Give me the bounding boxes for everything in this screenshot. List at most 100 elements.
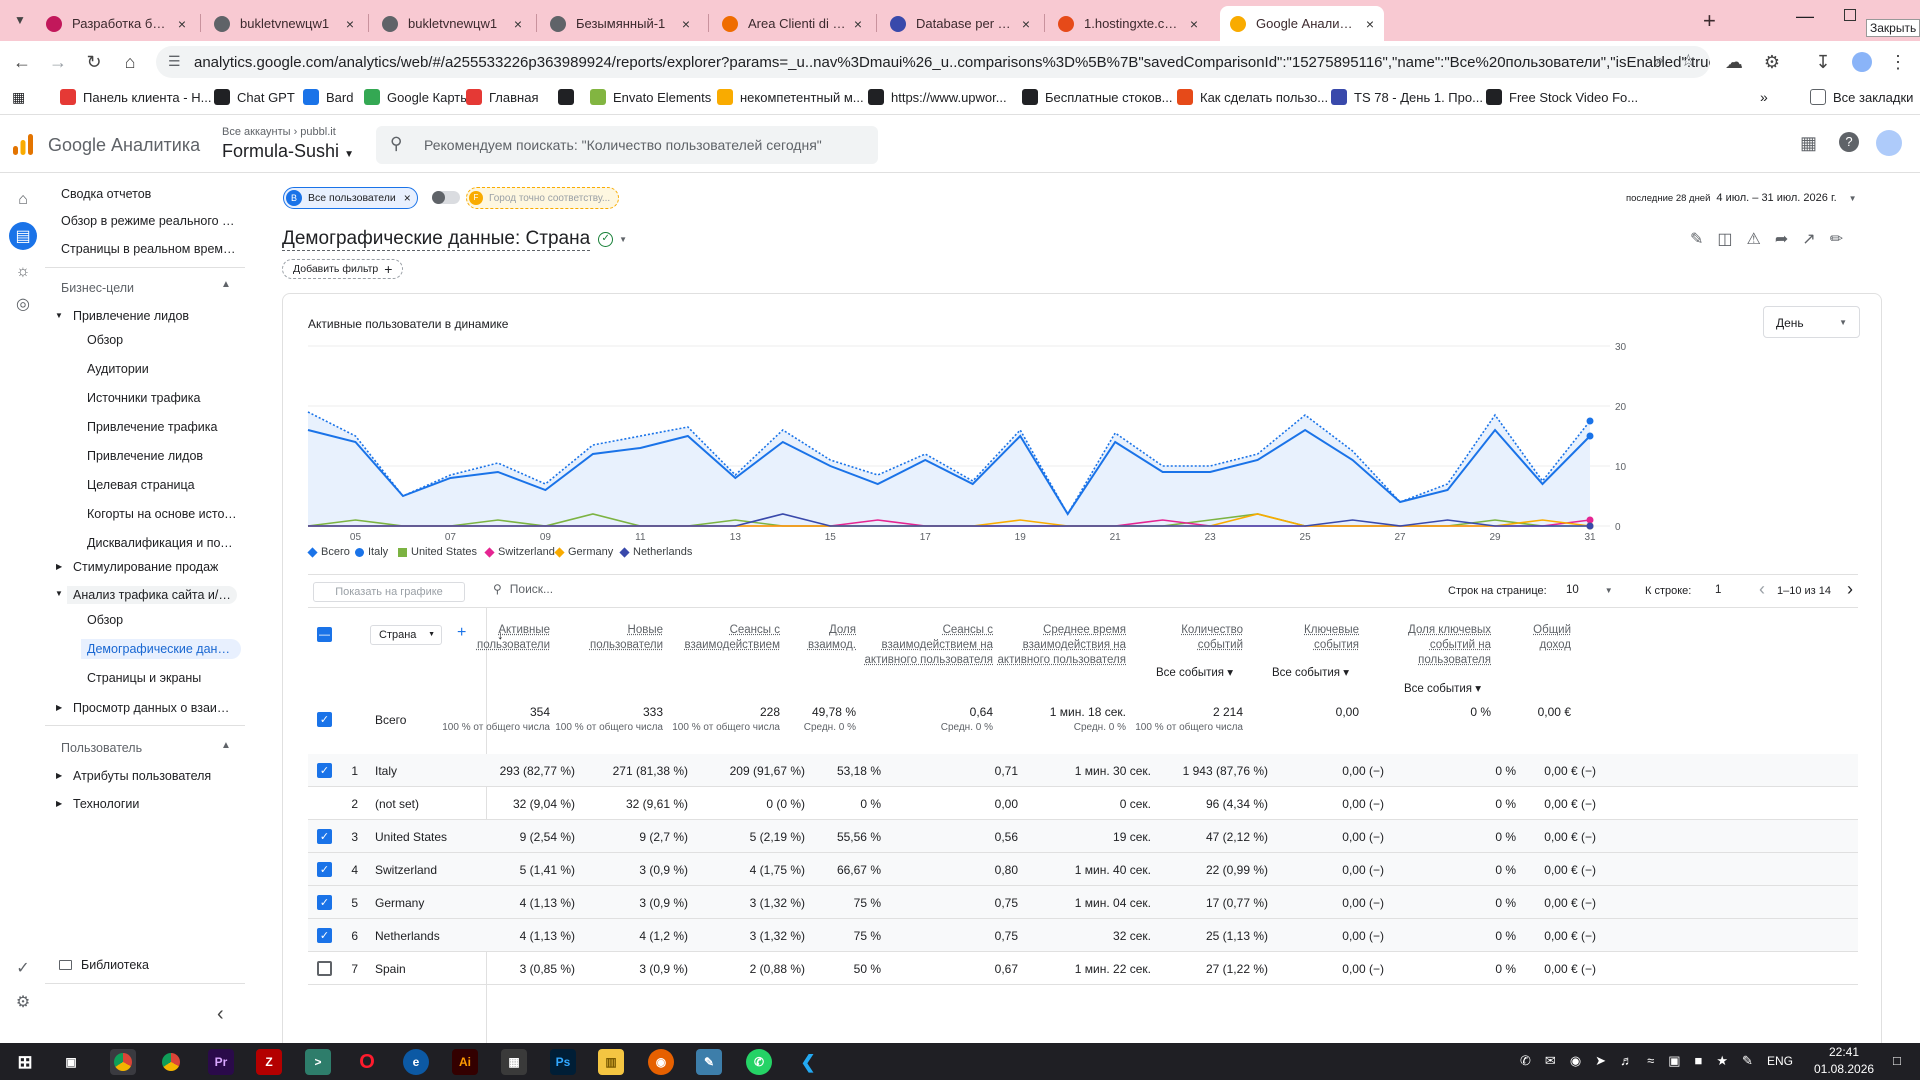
nvidia-tray-icon[interactable]: ■ (1694, 1053, 1703, 1068)
account-path[interactable]: Все аккаунты › pubbl.it (222, 126, 336, 138)
event-filter-select[interactable]: Все события ▾ (1123, 666, 1233, 681)
new-tab-button[interactable]: + (1703, 8, 1716, 33)
compare-icon[interactable]: ◫ (1717, 231, 1733, 248)
calculator-icon[interactable]: ▦ (501, 1049, 527, 1075)
tab-close-icon[interactable]: × (681, 15, 690, 32)
rows-per-page-select[interactable]: 10 ▼ (1566, 584, 1613, 596)
all-bookmarks[interactable]: Все закладки (1810, 89, 1913, 105)
nav-lead-item[interactable]: Привлечение трафика (87, 420, 218, 434)
column-header[interactable]: Активные пользователи (450, 623, 550, 653)
legend-item[interactable]: Germany (554, 546, 613, 558)
nav-lead-item[interactable]: Когорты на основе источ... (87, 507, 237, 521)
property-selector[interactable]: Formula-Sushi ▼ (222, 141, 354, 162)
browser-tab[interactable]: Area Clienti di HostingPe × (712, 6, 872, 41)
table-row[interactable]: ✓ 5 Germany 4 (1,13 %) 3 (0,9 %) 3 (1,32 %) 75… (308, 886, 1858, 919)
bookmark-item[interactable]: https://www.upwor... (868, 89, 1007, 105)
bookmark-item[interactable] (558, 89, 581, 105)
column-header[interactable]: Сеансы с взаимодействием (670, 623, 780, 653)
dimension-select[interactable]: Страна ▼ (370, 625, 442, 645)
collapse-icon[interactable]: ▲ (221, 279, 231, 290)
tab-close-icon[interactable]: × (1365, 15, 1374, 32)
task-view-icon[interactable]: ▣ (65, 1055, 77, 1069)
insights-icon[interactable]: ⚠ (1746, 231, 1761, 248)
verified-check-icon[interactable]: ✓ (598, 232, 614, 247)
tab-close-icon[interactable]: × (513, 15, 522, 32)
notes-icon[interactable]: ✎ (696, 1049, 722, 1075)
browser-tab[interactable]: bukletvnewцw1 × (204, 6, 364, 41)
browser-tab[interactable]: Google Аналитика | Дем × (1220, 6, 1384, 41)
home-icon[interactable]: ⌂ (18, 191, 28, 208)
browser-tab[interactable]: Database per brandenerg × (880, 6, 1040, 41)
compare-chip[interactable]: F Город точно соответству... (466, 187, 620, 209)
nav-tech[interactable]: Технологии (73, 797, 140, 811)
prev-page-icon[interactable]: ‹ (1759, 579, 1765, 599)
bookmark-item[interactable]: Как сделать пользо... (1177, 89, 1328, 105)
clock-time[interactable]: 22:41 (1829, 1045, 1860, 1059)
total-checkbox[interactable]: ✓ (317, 712, 332, 727)
nav-analysis-item[interactable]: Обзор (87, 613, 124, 627)
browser-tab[interactable]: 1.hostingxte.com:8443 / I × (1048, 6, 1208, 41)
bookmark-item[interactable]: Google Карты (364, 89, 470, 105)
table-row[interactable]: ✓ 6 Netherlands 4 (1,13 %) 4 (1,2 %) 3 (1,32 … (308, 919, 1858, 952)
chat-tray-icon[interactable]: ✉ (1544, 1053, 1556, 1068)
row-country[interactable]: Italy (375, 764, 398, 778)
row-checkbox[interactable]: ✓ (317, 862, 332, 877)
address-bar[interactable]: ☰ analytics.google.com/analytics/web/#/a… (156, 46, 1710, 78)
forward-icon[interactable]: → (49, 51, 67, 72)
edge-icon[interactable]: e (403, 1049, 429, 1075)
legend-item[interactable]: Switzerland (484, 546, 555, 558)
row-country[interactable]: United States (375, 830, 448, 844)
whatsapp-tray-icon[interactable]: ✆ (1520, 1053, 1531, 1068)
clock-date[interactable]: 01.08.2026 (1814, 1062, 1875, 1076)
row-checkbox[interactable] (317, 961, 332, 976)
minimize-button[interactable]: — (1796, 6, 1814, 26)
column-header[interactable]: Общий доход (1511, 623, 1571, 653)
extension-icon[interactable]: ☁ (1725, 51, 1743, 72)
add-dimension-icon[interactable]: + (457, 624, 467, 641)
nav-lead-item[interactable]: Обзор (87, 333, 124, 347)
table-row[interactable]: 7 Spain 3 (0,85 %) 3 (0,9 %) 2 (0,88 %) 50 % 0… (308, 952, 1858, 985)
browser-tab[interactable]: bukletvnewцw1 × (372, 6, 532, 41)
bluetooth-icon[interactable]: ★ (1716, 1053, 1729, 1068)
opera-icon[interactable]: O (359, 1050, 375, 1073)
legend-item[interactable]: Всего (307, 546, 350, 558)
column-header[interactable]: Сеансы с взаимодействием на активного по… (853, 623, 993, 668)
nav-traffic-analysis[interactable]: Анализ трафика сайта и/или... (67, 586, 237, 604)
bookmark-item[interactable]: Chat GPT (214, 89, 295, 105)
menu-icon[interactable]: ⋮ (1889, 51, 1907, 72)
wifi-icon[interactable]: ≈ (1647, 1053, 1655, 1068)
column-header[interactable]: Ключевые события (1259, 623, 1359, 653)
nav-lead-item[interactable]: Источники трафика (87, 391, 201, 405)
profile-avatar[interactable] (1850, 50, 1874, 74)
share-icon[interactable]: ➦ (1774, 231, 1789, 248)
bookmark-item[interactable]: Панель клиента - Н... (60, 89, 211, 105)
start-icon[interactable]: ⊞ (17, 1051, 33, 1072)
bookmark-item[interactable]: TS 78 - День 1. Про... (1331, 89, 1483, 105)
table-search[interactable]: ⚲ Поиск... (493, 582, 553, 596)
whatsapp-icon[interactable]: ✆ (746, 1049, 772, 1075)
chevron-down-icon[interactable]: ▼ (619, 235, 628, 244)
legend-item[interactable]: Italy (355, 546, 388, 558)
bookmark-item[interactable]: некомпетентный м... (717, 89, 864, 105)
apps-grid-icon[interactable]: ▦ (1800, 133, 1818, 153)
row-checkbox[interactable]: ✓ (317, 928, 332, 943)
add-filter-button[interactable]: Добавить фильтр + (282, 259, 404, 279)
terminal-icon[interactable]: > (305, 1049, 331, 1075)
telegram-tray-icon[interactable]: ➤ (1595, 1053, 1607, 1068)
nav-lead-item[interactable]: Привлечение лидов (87, 449, 204, 463)
bookmark-item[interactable]: Bard (303, 89, 353, 105)
edit-comparisons-icon[interactable]: ✎ (1690, 231, 1704, 248)
reports-icon[interactable]: ▤ (9, 222, 37, 250)
legend-item[interactable]: United States (398, 546, 477, 558)
notifications-icon[interactable]: □ (1893, 1053, 1901, 1068)
explore-icon[interactable]: ☼ (15, 263, 31, 280)
chrome-icon[interactable] (158, 1049, 184, 1075)
legend-item[interactable]: Netherlands (619, 546, 692, 558)
row-country[interactable]: (not set) (375, 797, 420, 811)
column-header[interactable]: Новые пользователи (563, 623, 663, 653)
back-icon[interactable]: ← (13, 51, 31, 72)
column-header[interactable]: Количество событий (1133, 623, 1243, 653)
site-info-icon[interactable]: ☰ (168, 53, 181, 69)
chrome-icon[interactable] (110, 1049, 136, 1075)
zoom-tray-icon[interactable]: ◉ (1569, 1053, 1582, 1068)
